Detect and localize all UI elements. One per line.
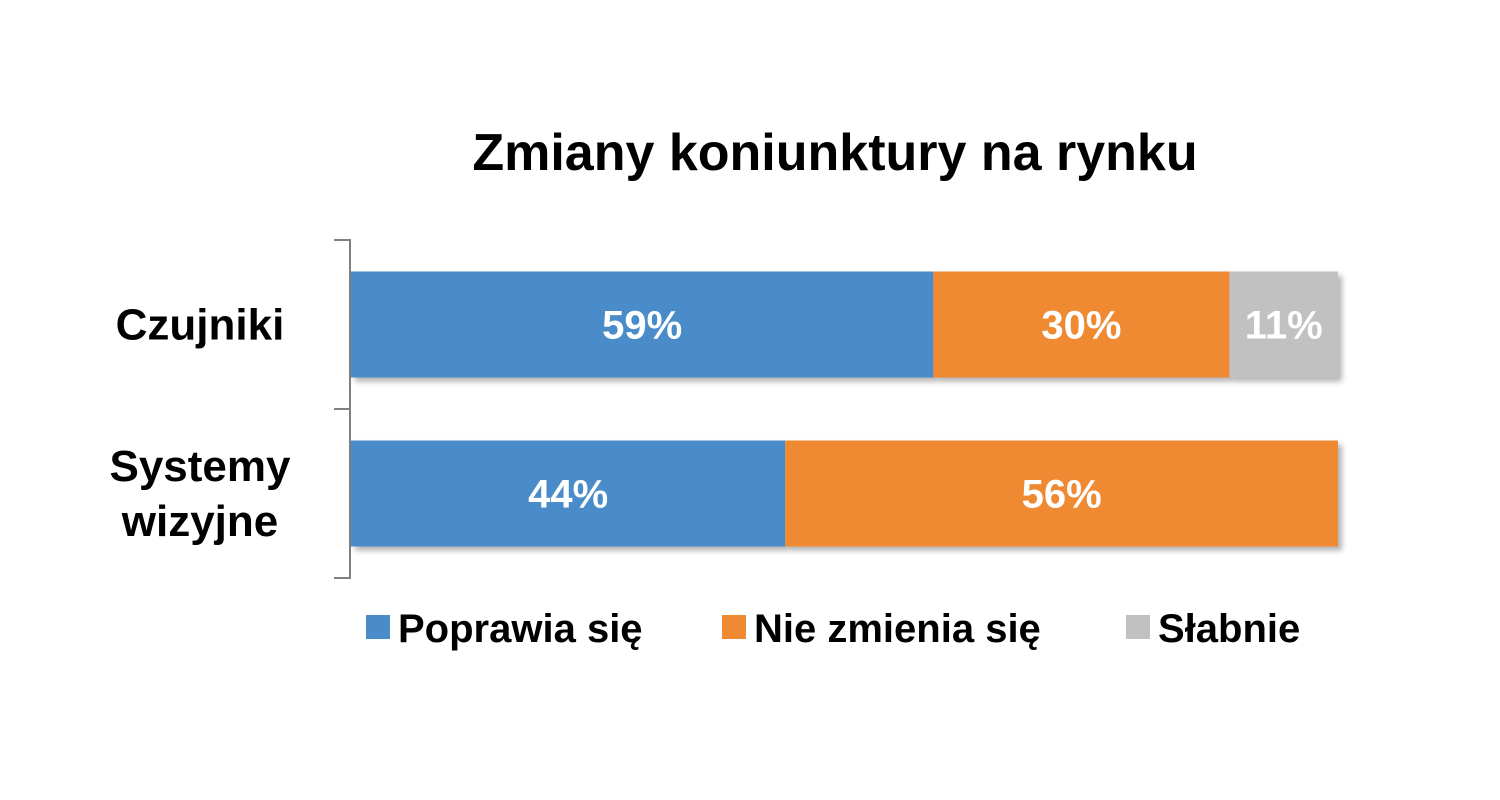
- legend-swatch: [366, 615, 390, 639]
- bars-group: 59% 30% 11% 44% 56%: [351, 271, 1338, 547]
- data-label: 59%: [602, 304, 682, 348]
- category-label: Czujniki: [116, 301, 285, 350]
- data-label: 44%: [528, 473, 608, 517]
- legend-swatch: [722, 615, 746, 639]
- bar-segment: [785, 440, 1338, 547]
- data-label: 56%: [1022, 473, 1102, 517]
- bar-segment: [1229, 271, 1338, 378]
- category-label: Systemy: [109, 442, 291, 491]
- legend-label: Poprawia się: [398, 607, 643, 651]
- category-label: wizyjne: [121, 497, 279, 546]
- data-label: 11%: [1245, 304, 1323, 348]
- legend-label: Słabnie: [1158, 607, 1300, 651]
- bar-segment: [351, 271, 934, 378]
- bar-segment: [933, 271, 1230, 378]
- bar-segment: [351, 440, 786, 547]
- category-labels: Czujniki Systemy wizyjne: [109, 301, 291, 547]
- legend-label: Nie zmienia się: [754, 607, 1041, 651]
- category-axis: [334, 239, 351, 579]
- data-label: 30%: [1041, 304, 1121, 348]
- chart-title: Zmiany koniunktury na rynku: [472, 124, 1197, 182]
- legend: Poprawia się Nie zmienia się Słabnie: [366, 607, 1300, 651]
- legend-swatch: [1126, 615, 1150, 639]
